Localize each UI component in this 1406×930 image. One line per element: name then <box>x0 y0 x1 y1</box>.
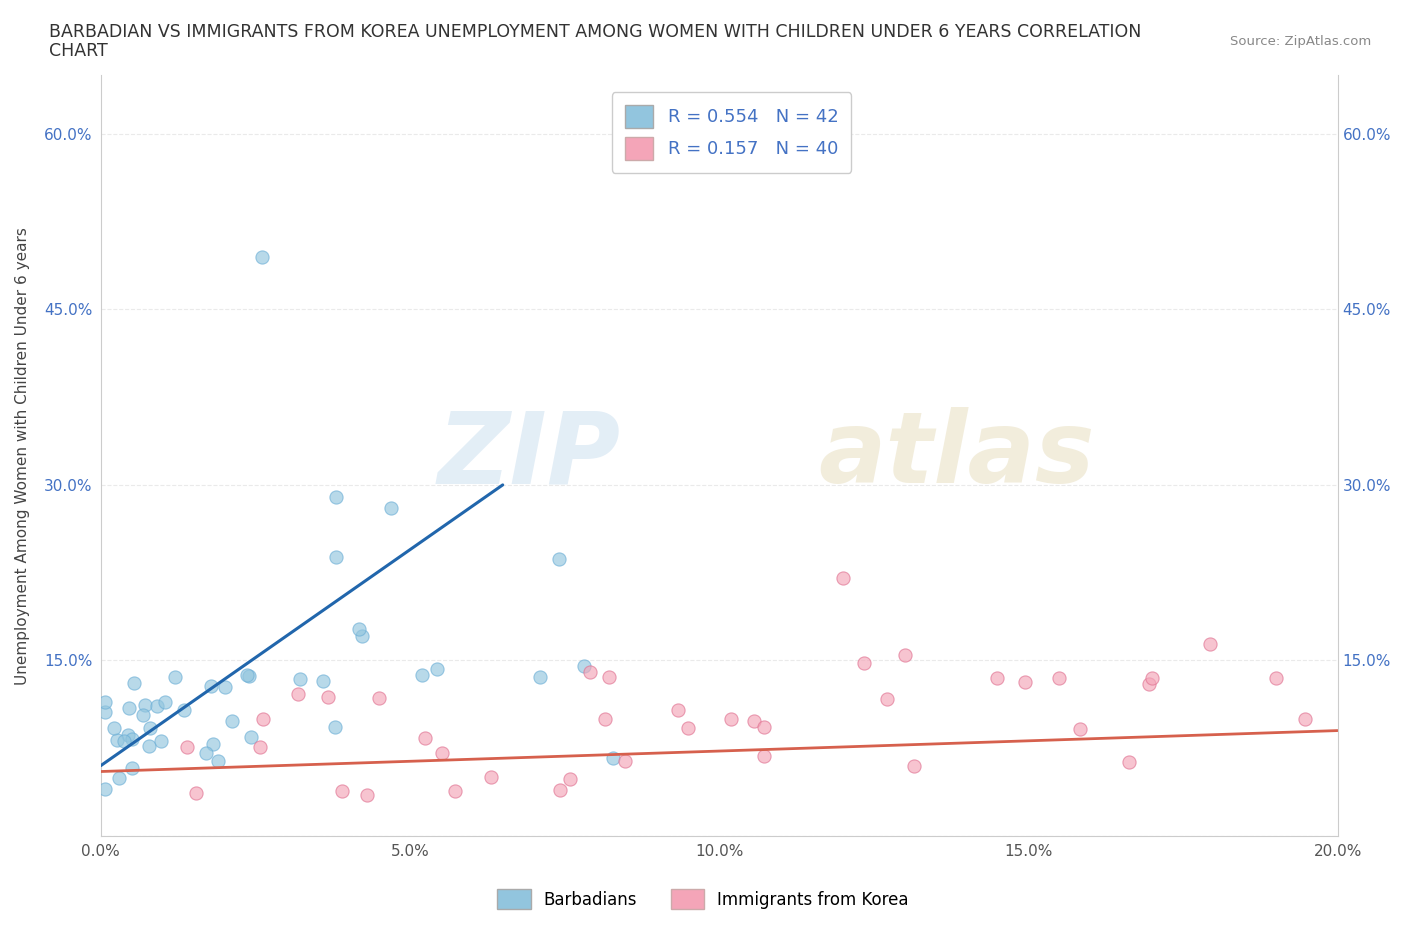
Point <box>579 664 602 679</box>
Point <box>221 714 243 729</box>
Point <box>118 700 141 715</box>
Point <box>94 695 117 710</box>
Point <box>105 732 128 747</box>
Point <box>1047 671 1070 685</box>
Point <box>558 771 581 786</box>
Point <box>112 733 135 748</box>
Point <box>356 788 378 803</box>
Point <box>238 669 260 684</box>
Point <box>121 732 143 747</box>
Point <box>287 686 309 701</box>
Point <box>325 489 347 504</box>
Point <box>852 656 875 671</box>
Point <box>1199 637 1222 652</box>
Point <box>122 675 145 690</box>
Point <box>903 759 925 774</box>
Point <box>426 662 449 677</box>
Point <box>411 667 433 682</box>
Point <box>754 719 776 734</box>
Point <box>107 771 129 786</box>
Point <box>250 249 273 264</box>
Point <box>1294 711 1316 726</box>
Point <box>430 746 453 761</box>
Point <box>1014 675 1036 690</box>
Point <box>184 786 207 801</box>
Point <box>207 753 229 768</box>
Point <box>214 680 236 695</box>
Point <box>132 708 155 723</box>
Point <box>602 751 624 765</box>
Point <box>368 691 391 706</box>
Point <box>752 749 775 764</box>
Point <box>288 671 311 686</box>
Point <box>323 720 346 735</box>
Point <box>548 551 571 566</box>
Point <box>529 669 551 684</box>
Point <box>202 737 225 751</box>
Point <box>103 721 125 736</box>
Point <box>1264 671 1286 685</box>
Point <box>479 769 502 784</box>
Point <box>413 731 436 746</box>
Point <box>200 679 222 694</box>
Point <box>194 746 217 761</box>
Point <box>1137 676 1160 691</box>
Point <box>312 674 335 689</box>
Point <box>1140 671 1163 685</box>
Point <box>598 670 620 684</box>
Point <box>676 721 699 736</box>
Point <box>444 784 467 799</box>
Point <box>239 729 262 744</box>
Point <box>138 738 160 753</box>
Point <box>94 781 117 796</box>
Point <box>831 571 853 586</box>
Point <box>380 501 402 516</box>
Point <box>572 658 595 673</box>
Point <box>350 629 373 644</box>
Point <box>893 647 915 662</box>
Text: Source: ZipAtlas.com: Source: ZipAtlas.com <box>1230 35 1371 48</box>
Legend: Barbadians, Immigrants from Korea: Barbadians, Immigrants from Korea <box>489 881 917 917</box>
Point <box>548 782 571 797</box>
Point <box>720 711 742 726</box>
Point <box>134 698 156 712</box>
Point <box>316 690 339 705</box>
Point <box>1069 722 1091 737</box>
Text: atlas: atlas <box>818 407 1095 504</box>
Point <box>330 784 353 799</box>
Text: CHART: CHART <box>49 42 108 60</box>
Point <box>744 713 766 728</box>
Text: ZIP: ZIP <box>437 407 620 504</box>
Point <box>347 622 370 637</box>
Point <box>595 712 617 727</box>
Point <box>325 550 347 565</box>
Legend: R = 0.554   N = 42, R = 0.157   N = 40: R = 0.554 N = 42, R = 0.157 N = 40 <box>612 92 851 173</box>
Point <box>121 761 143 776</box>
Point <box>614 753 637 768</box>
Point <box>236 668 259 683</box>
Point <box>173 703 195 718</box>
Point <box>252 711 274 726</box>
Point <box>117 728 139 743</box>
Point <box>150 734 173 749</box>
Point <box>146 698 169 713</box>
Point <box>1118 755 1140 770</box>
Text: BARBADIAN VS IMMIGRANTS FROM KOREA UNEMPLOYMENT AMONG WOMEN WITH CHILDREN UNDER : BARBADIAN VS IMMIGRANTS FROM KOREA UNEMP… <box>49 23 1142 41</box>
Point <box>94 705 117 720</box>
Point <box>986 671 1008 685</box>
Point <box>876 691 898 706</box>
Point <box>139 721 162 736</box>
Point <box>176 739 198 754</box>
Point <box>153 695 176 710</box>
Point <box>249 739 271 754</box>
Point <box>163 670 186 684</box>
Point <box>666 702 689 717</box>
Y-axis label: Unemployment Among Women with Children Under 6 years: Unemployment Among Women with Children U… <box>15 227 30 684</box>
